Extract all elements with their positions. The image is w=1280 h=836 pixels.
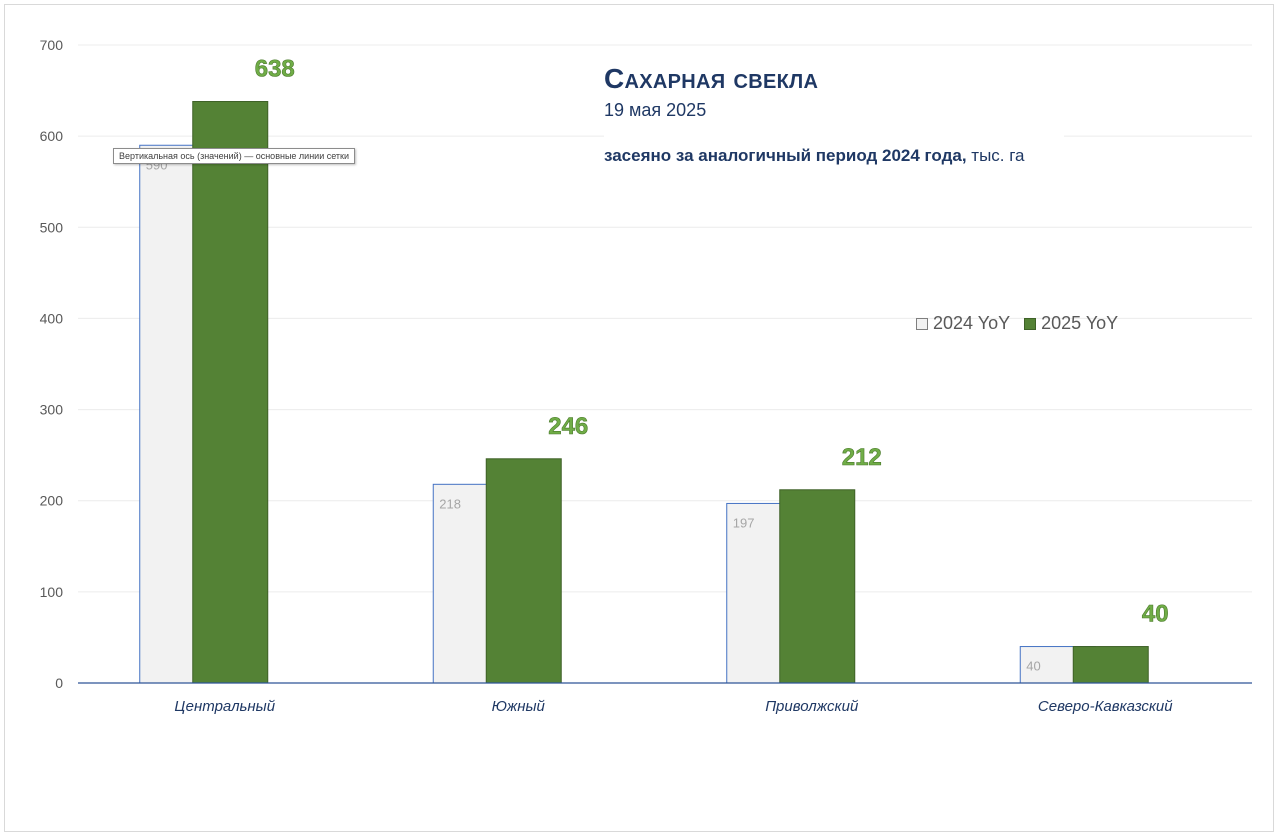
category-labels: Центральный Южный Приволжский Северо-Кавказ… — [174, 698, 1173, 715]
legend[interactable]: 2024 YoY 2025 YoY — [916, 313, 1132, 334]
bar-2025[interactable] — [1072, 646, 1149, 684]
y-tick-label: 600 — [40, 128, 64, 144]
y-axis: 0 100 200 300 400 500 600 700 — [40, 37, 64, 691]
chart-subtitle-main: засеяно за аналогичный период 2024 года, — [604, 146, 967, 165]
y-tick-label: 0 — [55, 675, 63, 691]
chart-subtitle-unit: тыс. га — [971, 146, 1025, 165]
data-label-2025: 212 — [842, 444, 882, 471]
bar-2025[interactable] — [192, 101, 269, 684]
legend-item-2024[interactable]: 2024 YoY — [916, 313, 1010, 334]
y-tick-label: 100 — [40, 584, 64, 600]
y-tick-label: 300 — [40, 402, 64, 418]
data-label-2024: 40 — [1026, 659, 1040, 674]
chart-subtitle: засеяно за аналогичный период 2024 года,… — [604, 144, 1064, 168]
bar-2025[interactable] — [779, 489, 856, 684]
chart-title-block: Сахарная свекла 19 мая 2025 засеяно за а… — [604, 62, 1064, 168]
y-tick-label: 500 — [40, 219, 64, 235]
gridline-tooltip: Вертикальная ось (значений) — основные л… — [113, 148, 356, 164]
legend-label-2024: 2024 YoY — [933, 313, 1011, 333]
chart-title: Сахарная свекла — [604, 63, 819, 94]
legend-item-2025[interactable]: 2025 YoY — [1024, 313, 1118, 334]
category-label: Южный — [492, 698, 546, 715]
bars[interactable] — [139, 101, 1149, 684]
data-label-2025: 246 — [548, 413, 588, 440]
category-label: Северо-Кавказский — [1038, 698, 1173, 715]
chart-date: 19 мая 2025 — [604, 100, 707, 120]
data-label-2024: 218 — [439, 496, 461, 511]
category-label: Приволжский — [765, 698, 859, 715]
y-tick-label: 400 — [40, 310, 64, 326]
data-label-2025: 40 — [1142, 601, 1169, 628]
legend-swatch-2024 — [916, 317, 928, 330]
y-tick-label: 700 — [40, 37, 64, 53]
data-label-2024: 197 — [733, 515, 755, 530]
category-label: Центральный — [174, 698, 275, 715]
y-tick-label: 200 — [40, 493, 64, 509]
legend-swatch-2025 — [1024, 317, 1037, 330]
data-label-2025: 638 — [255, 56, 295, 83]
legend-label-2025: 2025 YoY — [1041, 313, 1119, 333]
bar-2025[interactable] — [485, 458, 562, 684]
